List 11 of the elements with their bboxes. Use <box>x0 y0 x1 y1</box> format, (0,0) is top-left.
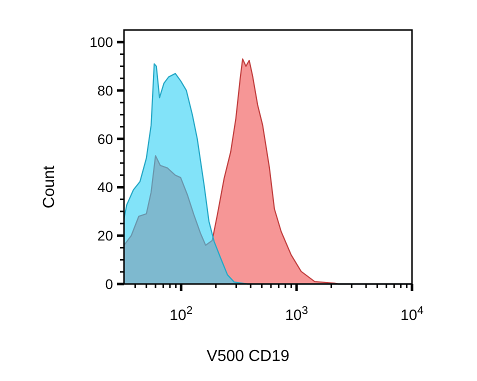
y-tick-label: 20 <box>97 228 114 244</box>
y-axis-title: Count <box>41 165 58 208</box>
y-tick-label: 100 <box>90 34 114 50</box>
x-tick-label: 10$^{4}$ <box>400 305 424 324</box>
y-tick-label: 40 <box>97 179 114 196</box>
y-tick-label: 80 <box>97 82 114 98</box>
x-tick-label: 10$^{2}$ <box>170 305 193 324</box>
x-axis-title: V500 CD19 <box>206 348 290 365</box>
y-tick-label: 60 <box>97 130 114 147</box>
y-tick-label: 0 <box>105 276 114 292</box>
x-tick-label: 10$^{3}$ <box>285 305 308 324</box>
